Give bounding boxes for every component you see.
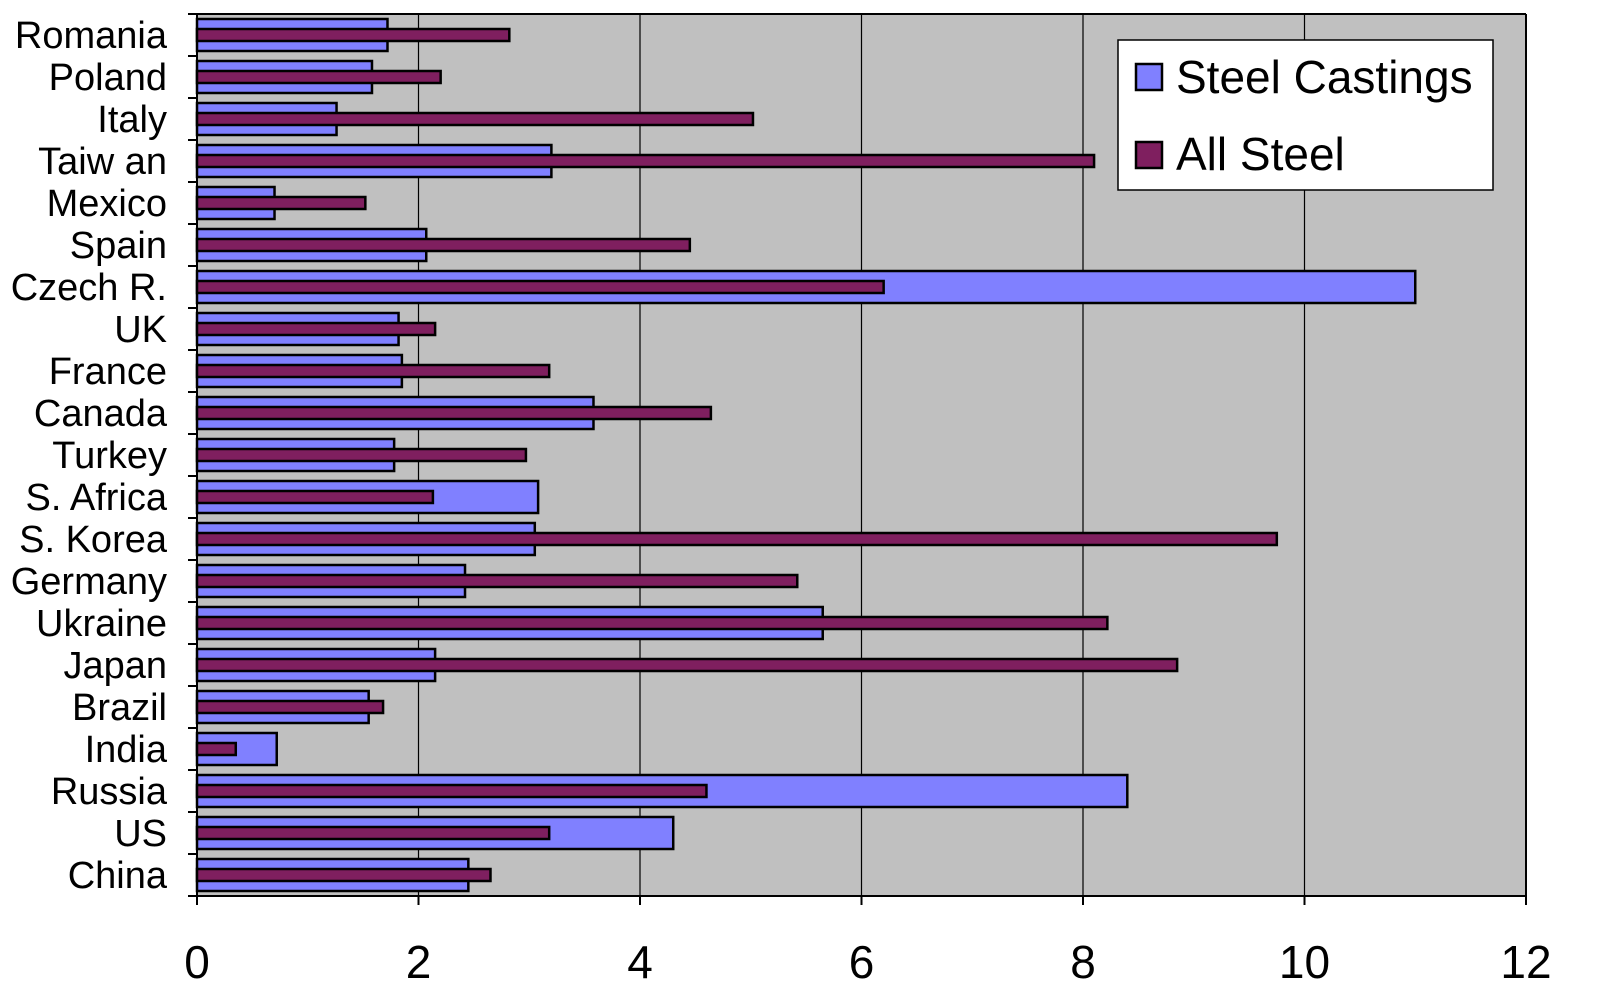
category-label: France	[49, 351, 167, 393]
category-label: Taiw an	[38, 141, 167, 183]
bar-all-steel-germany	[195, 573, 799, 589]
category-label: UK	[114, 309, 167, 351]
bar-all-steel-china	[195, 867, 492, 883]
bar-all-steel-india	[195, 741, 238, 757]
category-label: India	[85, 729, 168, 771]
legend-swatch-all-steel	[1134, 140, 1164, 170]
bar-all-steel-canada	[195, 405, 713, 421]
x-tick-label: 2	[406, 936, 432, 988]
x-tick-label: 10	[1279, 936, 1330, 988]
bar-all-steel-france	[195, 363, 551, 379]
bar-all-steel-mexico	[195, 195, 367, 211]
x-tick-label: 8	[1070, 936, 1096, 988]
bar-all-steel-brazil	[195, 699, 385, 715]
category-label: Czech R.	[11, 267, 167, 309]
bar-all-steel-poland	[195, 69, 442, 85]
bar-all-steel-us	[195, 825, 551, 841]
category-label: Romania	[15, 15, 168, 57]
category-label: Canada	[34, 393, 168, 435]
category-label: Brazil	[72, 687, 167, 729]
bars	[195, 17, 1417, 893]
category-label: Ukraine	[36, 603, 167, 645]
bar-all-steel-russia	[195, 783, 708, 799]
bar-all-steel-romania	[195, 27, 511, 43]
category-label: S. Africa	[26, 477, 168, 519]
category-label: Spain	[70, 225, 167, 267]
category-label: Italy	[97, 99, 167, 141]
bar-all-steel-s-africa	[195, 489, 435, 505]
legend-label-all-steel: All Steel	[1176, 128, 1345, 180]
category-label: Germany	[11, 561, 167, 603]
category-label: S. Korea	[19, 519, 168, 561]
bar-all-steel-spain	[195, 237, 692, 253]
legend-label-steel-castings: Steel Castings	[1176, 51, 1473, 103]
category-label: Poland	[49, 57, 167, 99]
bar-all-steel-uk	[195, 321, 437, 337]
category-label: Japan	[63, 645, 167, 687]
bar-all-steel-japan	[195, 657, 1179, 673]
legend-box	[1117, 39, 1494, 191]
x-tick-labels: 0 2 4 6 8 10 12	[184, 936, 1551, 988]
x-tick-label: 4	[627, 936, 653, 988]
category-labels: ChinaUSRussiaIndiaBrazilJapanUkraineGerm…	[11, 15, 168, 897]
legend: Steel Castings All Steel	[1117, 39, 1494, 191]
bar-all-steel-czech-r	[195, 279, 885, 295]
category-label: US	[114, 813, 167, 855]
category-label: Mexico	[47, 183, 167, 225]
category-label: Turkey	[52, 435, 167, 477]
bar-all-steel-s-korea	[195, 531, 1279, 547]
legend-swatch-steel-castings	[1134, 62, 1164, 92]
bar-all-steel-taiw-an	[195, 153, 1096, 169]
category-label: China	[68, 855, 168, 897]
category-label: Russia	[51, 771, 168, 813]
axes	[188, 13, 1527, 905]
x-tick-label: 12	[1500, 936, 1551, 988]
bar-all-steel-italy	[195, 111, 755, 127]
x-tick-label: 0	[184, 936, 210, 988]
bar-all-steel-turkey	[195, 447, 528, 463]
x-tick-label: 6	[849, 936, 875, 988]
bar-all-steel-ukraine	[195, 615, 1109, 631]
